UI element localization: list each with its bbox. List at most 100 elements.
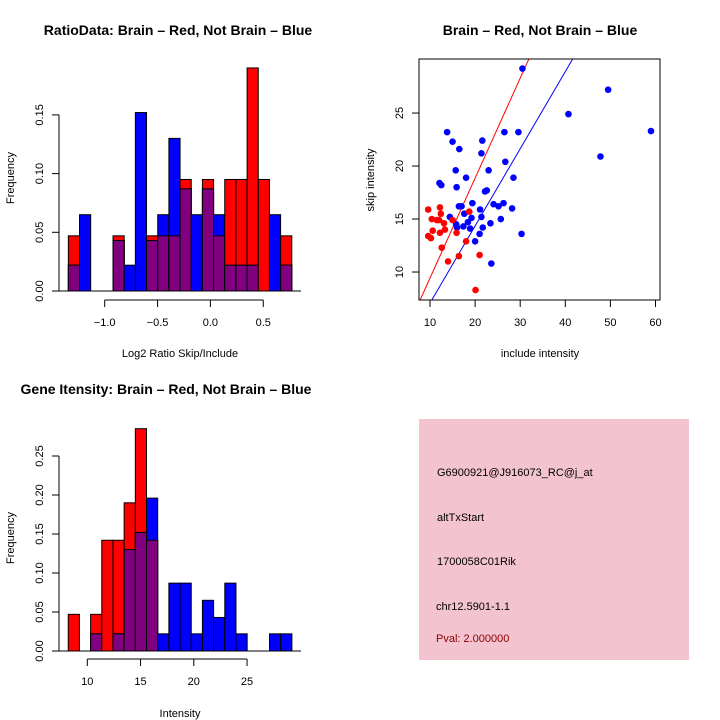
point-not-brain — [488, 260, 495, 267]
x-tick-label: 15 — [134, 676, 146, 688]
info-panel: G6900921@J916073_RC@j_at altTxStart 1700… — [419, 419, 689, 660]
point-not-brain — [456, 145, 463, 153]
bar-brain — [101, 539, 114, 652]
x-tick-label: 20 — [188, 676, 200, 688]
point-not-brain — [464, 218, 472, 226]
point-brain — [436, 204, 444, 211]
point-not-brain — [485, 166, 492, 174]
x-tick-label: −1.0 — [94, 317, 116, 329]
bar-overlap — [224, 264, 237, 292]
bar-not-brain — [190, 633, 203, 652]
bar-not-brain — [235, 633, 248, 652]
bar-overlap — [201, 188, 215, 292]
point-not-brain — [597, 153, 604, 160]
point-brain — [435, 216, 443, 224]
point-not-brain — [476, 206, 484, 213]
point-not-brain — [449, 138, 456, 145]
point-not-brain — [455, 203, 463, 210]
point-brain — [427, 234, 435, 242]
point-not-brain — [519, 65, 526, 72]
point-brain — [462, 237, 470, 245]
locus: chr12.5901-1.1 — [436, 601, 510, 613]
point-brain — [465, 208, 473, 215]
point-not-brain — [453, 224, 461, 231]
bar-overlap — [146, 539, 159, 652]
intensity-histogram: 10 15 20 25 0.00 0.05 0.10 0.15 0.20 0.25 — [34, 428, 301, 688]
point-not-brain — [647, 127, 655, 135]
gene-name: 1700058C01Rik — [437, 556, 516, 568]
x-tick-label: 40 — [559, 317, 571, 329]
ratio-histogram: −1.0 −0.5 0.0 0.5 0.00 0.05 0.10 0.15 — [34, 67, 301, 329]
bar-overlap — [90, 633, 103, 652]
y-tick-label: 0.05 — [34, 601, 46, 622]
bar-not-brain — [269, 633, 282, 652]
scatter-ylabel: skip intensity — [365, 148, 377, 211]
point-not-brain — [501, 128, 508, 136]
point-not-brain — [495, 203, 502, 210]
point-brain — [436, 229, 444, 237]
point-brain — [453, 229, 460, 237]
point-not-brain — [452, 166, 460, 174]
point-not-brain — [469, 199, 476, 207]
point-not-brain — [466, 225, 474, 232]
bar-not-brain — [280, 633, 293, 652]
x-tick-label: 10 — [424, 317, 436, 329]
x-tick-label: −0.5 — [147, 317, 169, 329]
y-tick-label: 10 — [394, 266, 406, 278]
bar-overlap — [235, 264, 248, 292]
bar-not-brain — [134, 112, 148, 292]
y-tick-label: 0.20 — [34, 484, 46, 505]
x-tick-label: 0.0 — [203, 317, 218, 329]
y-tick-label: 0.00 — [34, 640, 46, 661]
ratio-hist-ylabel: Frequency — [5, 152, 17, 204]
x-tick-label: 30 — [514, 317, 526, 329]
y-tick-label: 0.00 — [34, 280, 46, 301]
x-tick-label: 20 — [469, 317, 481, 329]
bar-not-brain — [123, 264, 136, 292]
bar-overlap — [157, 235, 170, 292]
x-tick-label: 50 — [604, 317, 616, 329]
point-not-brain — [490, 200, 497, 208]
point-not-brain — [443, 128, 451, 136]
point-brain — [449, 216, 456, 224]
x-tick-label: 0.5 — [256, 317, 271, 329]
point-not-brain — [487, 219, 494, 227]
y-tick-label: 20 — [394, 160, 406, 172]
event-type: altTxStart — [437, 512, 484, 524]
bar-not-brain — [157, 633, 170, 652]
point-not-brain — [565, 110, 572, 118]
point-not-brain — [437, 181, 445, 189]
y-tick-label: 0.05 — [34, 222, 46, 243]
scatter-xlabel: include intensity — [501, 348, 580, 360]
bar-overlap — [168, 235, 181, 292]
y-tick-label: 0.25 — [34, 445, 46, 466]
bar-not-brain — [79, 214, 92, 292]
point-not-brain — [515, 128, 522, 136]
bar-not-brain — [213, 616, 226, 652]
point-not-brain — [510, 174, 517, 181]
point-not-brain — [478, 213, 485, 221]
point-not-brain — [508, 205, 516, 212]
point-brain — [455, 252, 463, 260]
point-not-brain — [453, 183, 460, 191]
info-panel-background — [419, 419, 689, 660]
point-not-brain — [518, 230, 525, 238]
y-tick-label: 0.15 — [34, 523, 46, 544]
y-tick-label: 25 — [394, 107, 406, 119]
point-not-brain — [497, 215, 505, 223]
bar-not-brain — [224, 582, 237, 652]
bar-not-brain — [268, 214, 282, 292]
point-brain — [440, 219, 448, 227]
point-not-brain — [479, 137, 486, 144]
point-brain — [476, 251, 483, 259]
bar-not-brain — [201, 599, 215, 652]
point-brain — [428, 215, 436, 223]
bar-overlap — [213, 235, 226, 292]
point-not-brain — [460, 223, 467, 230]
pval: Pval: 2.000000 — [436, 633, 509, 645]
intensity-hist-title: Gene Itensity: Brain – Red, Not Brain – … — [21, 381, 312, 397]
point-not-brain — [502, 158, 509, 166]
bar-not-brain — [168, 582, 181, 652]
bar-brain — [257, 178, 270, 292]
bar-overlap — [123, 549, 136, 652]
